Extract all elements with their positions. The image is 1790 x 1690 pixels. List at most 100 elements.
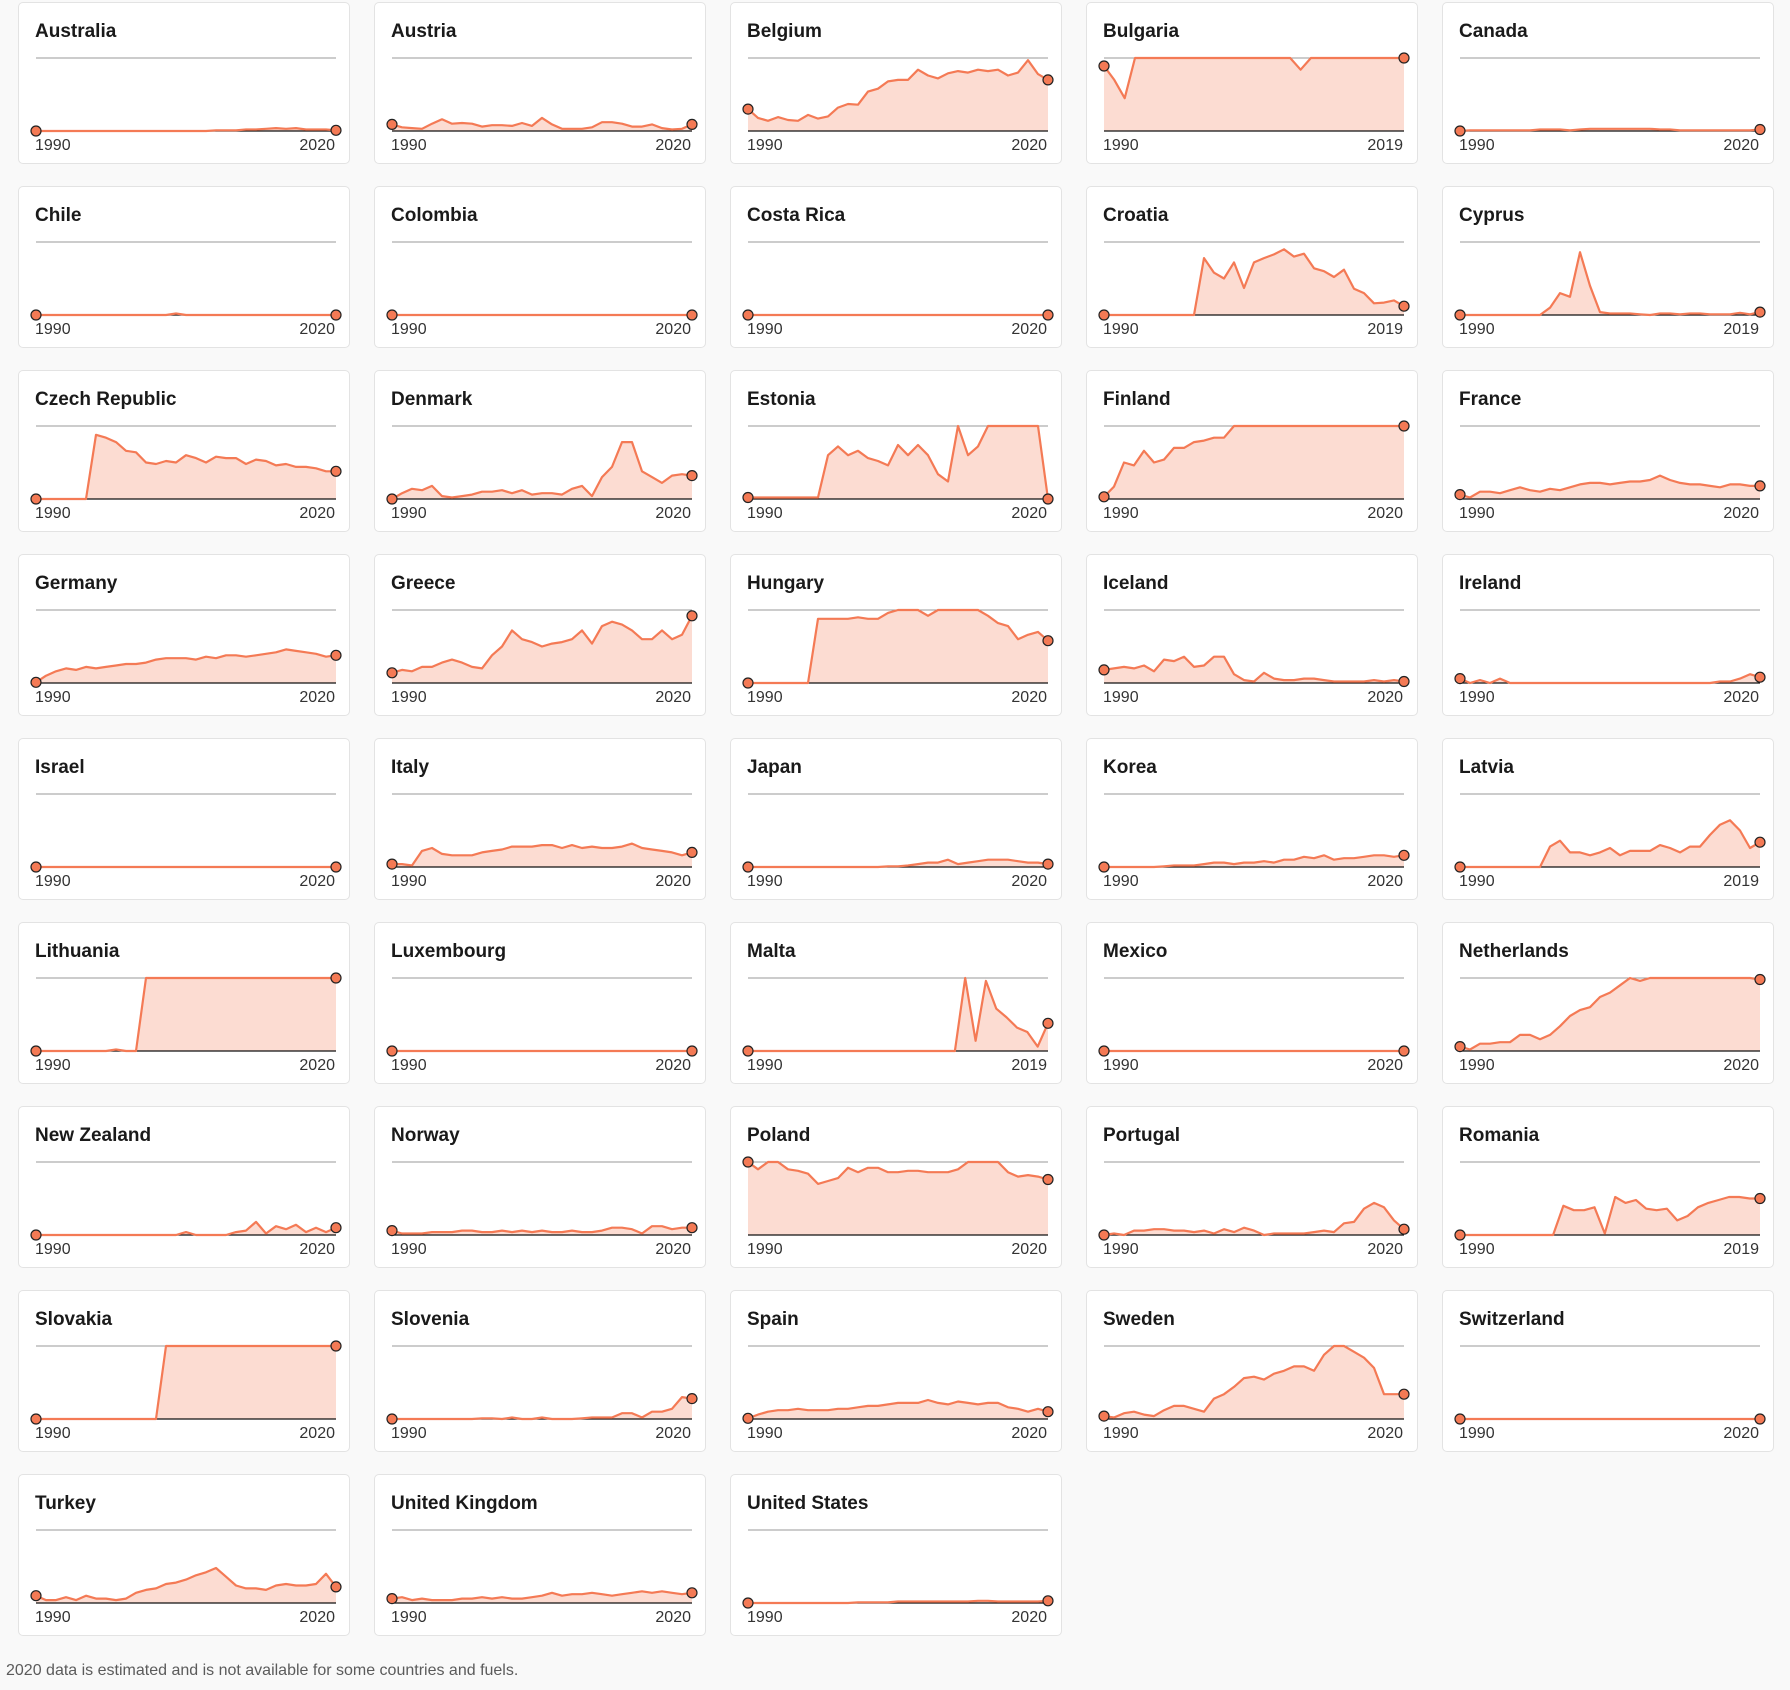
start-year-label: 1990 [747, 321, 783, 338]
series-area [748, 978, 1048, 1051]
country-panel: Italy 1990 2020 [374, 738, 706, 900]
end-point-marker [1398, 675, 1410, 688]
country-title: Mexico [1103, 941, 1168, 962]
series-line [36, 433, 336, 501]
series-line [1459, 976, 1761, 1051]
sparkline-chart [386, 1161, 698, 1237]
country-panel: Germany 1990 2020 [18, 554, 350, 716]
end-point-marker [1398, 1223, 1410, 1235]
sparkline-chart [30, 972, 342, 1057]
start-point-marker [1098, 491, 1110, 503]
sparkline-chart [30, 1529, 342, 1604]
country-panel: Spain 1990 2020 [730, 1290, 1062, 1452]
country-panel: Romania 1990 2019 [1442, 1106, 1774, 1268]
series-line [36, 1344, 336, 1421]
sparkline-chart [30, 1340, 342, 1425]
country-title: Sweden [1103, 1309, 1175, 1330]
series-area [1104, 249, 1404, 315]
series-area [392, 117, 692, 131]
country-panel: United Kingdom 1990 2020 [374, 1474, 706, 1636]
end-year-label: 2020 [1367, 505, 1403, 522]
end-point-marker [330, 465, 342, 477]
end-year-label: 2020 [1367, 1241, 1403, 1258]
end-point-marker [330, 1222, 342, 1234]
end-point-marker [686, 1045, 698, 1057]
sparkline-chart [386, 977, 698, 1057]
end-year-label: 2020 [655, 1609, 691, 1626]
start-point-marker [1454, 309, 1466, 321]
country-panel: Australia 1990 2020 [18, 2, 350, 164]
sparkline-chart [30, 1161, 342, 1241]
series-line [391, 116, 693, 131]
country-panel: Poland 1990 2020 [730, 1106, 1062, 1268]
end-point-marker [686, 309, 698, 321]
end-year-label: 2020 [299, 1425, 335, 1442]
end-year-label: 2020 [1011, 689, 1047, 706]
sparkline-chart [1454, 609, 1766, 685]
start-point-marker [30, 493, 42, 505]
start-point-marker [30, 861, 42, 873]
end-year-label: 2020 [1367, 1057, 1403, 1074]
country-title: Portugal [1103, 1125, 1181, 1146]
country-title: Finland [1103, 389, 1171, 410]
country-panel: Malta 1990 2019 [730, 922, 1062, 1084]
series-line [35, 1566, 337, 1602]
series-area [36, 128, 336, 131]
start-point-marker [386, 309, 398, 321]
country-title: Germany [35, 573, 118, 594]
country-panel: Iceland 1990 2020 [1086, 554, 1418, 716]
country-title: Hungary [747, 573, 825, 594]
country-panel: Japan 1990 2020 [730, 738, 1062, 900]
end-year-label: 2020 [655, 321, 691, 338]
series-area [1104, 1346, 1404, 1419]
start-year-label: 1990 [391, 137, 427, 154]
series-line [391, 1590, 693, 1602]
series-line [392, 1395, 693, 1421]
end-point-marker [686, 846, 698, 859]
series-line [391, 615, 693, 674]
start-year-label: 1990 [1103, 1057, 1139, 1074]
series-line [1104, 248, 1405, 317]
start-year-label: 1990 [35, 1609, 71, 1626]
country-title: Austria [391, 21, 457, 42]
country-panel: Czech Republic 1990 2020 [18, 370, 350, 532]
country-panel: Austria 1990 2020 [374, 2, 706, 164]
sparkline-chart [742, 1345, 1054, 1424]
series-line [392, 842, 693, 867]
country-panel: Turkey 1990 2020 [18, 1474, 350, 1636]
start-point-marker [742, 103, 754, 115]
end-year-label: 2020 [299, 689, 335, 706]
end-point-marker [1398, 300, 1410, 312]
sparkline-chart [1454, 241, 1766, 321]
end-year-label: 2020 [1011, 873, 1047, 890]
end-point-marker [1754, 973, 1766, 986]
end-point-marker [1754, 306, 1766, 318]
start-year-label: 1990 [1459, 505, 1495, 522]
series-area [1460, 820, 1760, 867]
end-point-marker [1754, 671, 1766, 683]
start-year-label: 1990 [1459, 321, 1495, 338]
sparkline-chart [1098, 420, 1410, 503]
series-line [747, 59, 1049, 122]
series-area [36, 978, 336, 1051]
end-point-marker [1042, 1173, 1054, 1186]
country-panel: Netherlands 1990 2020 [1442, 922, 1774, 1084]
series-area [36, 1568, 336, 1603]
end-year-label: 2020 [1367, 1425, 1403, 1442]
country-panel: Switzerland 1990 2020 [1442, 1290, 1774, 1452]
sparkline-chart [742, 1156, 1054, 1236]
start-point-marker [30, 309, 42, 321]
series-line [1459, 127, 1761, 133]
start-year-label: 1990 [747, 137, 783, 154]
start-year-label: 1990 [35, 1425, 71, 1442]
start-point-marker [386, 1045, 398, 1057]
series-area [392, 843, 692, 867]
sparkline-chart [386, 793, 698, 870]
country-title: United States [747, 1493, 869, 1514]
sparkline-chart [30, 425, 342, 505]
end-point-marker [1042, 635, 1054, 647]
end-year-label: 2019 [1011, 1057, 1047, 1074]
start-point-marker [742, 861, 754, 873]
end-point-marker [330, 124, 342, 136]
end-point-marker [686, 118, 698, 131]
